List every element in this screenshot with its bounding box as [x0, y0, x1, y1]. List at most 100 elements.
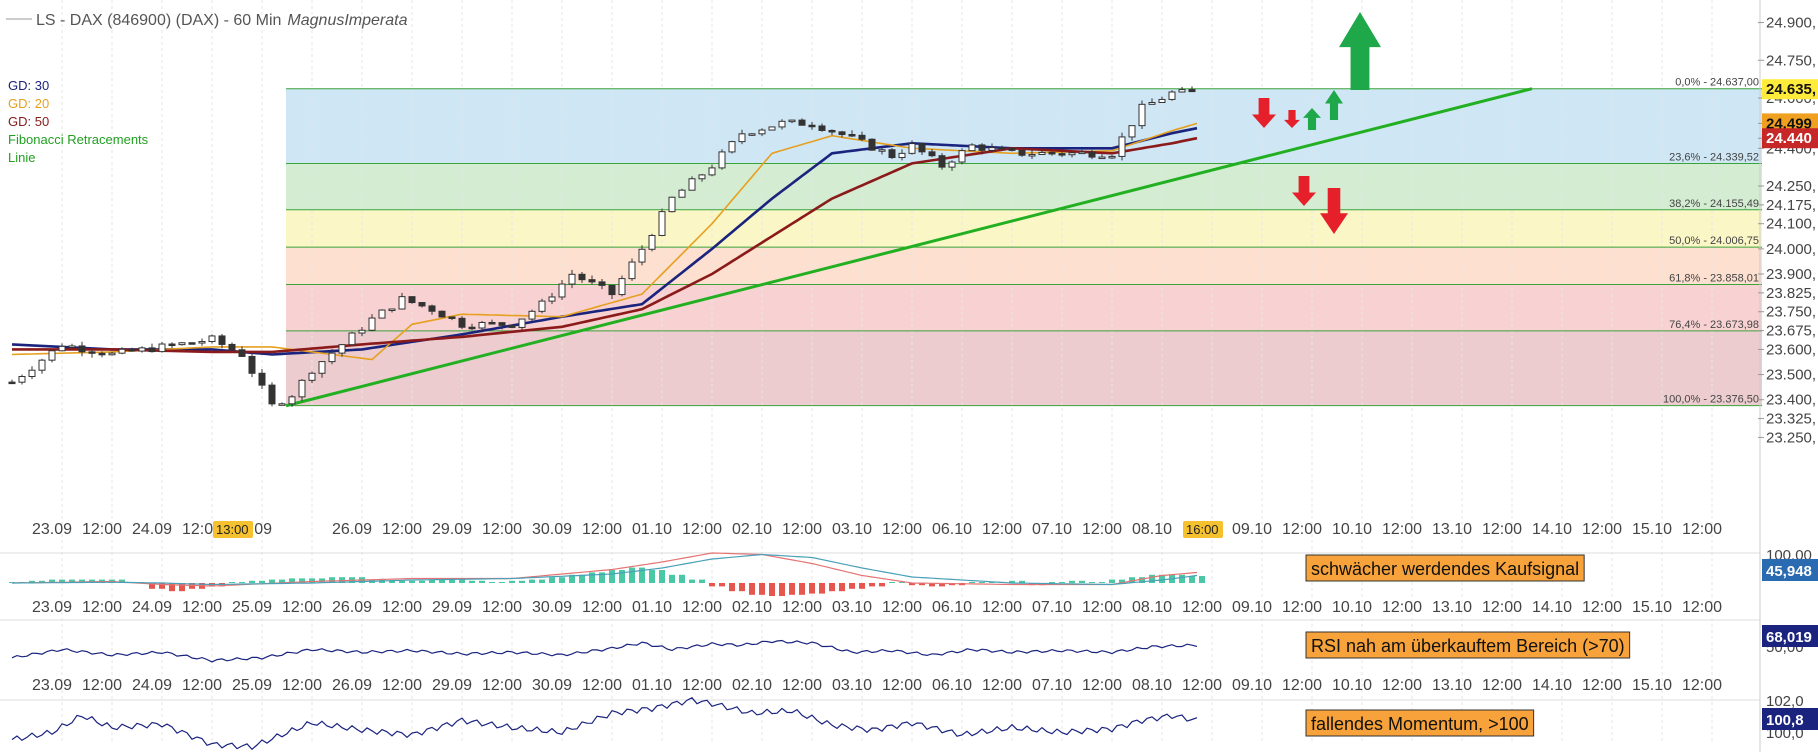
- x-tick-time: 12:00: [882, 599, 922, 616]
- candle-body: [318, 361, 326, 374]
- x-tick-time: 12:00: [82, 599, 122, 616]
- chart-title: LS - DAX (846900) (DAX) - 60 Min: [36, 12, 281, 29]
- x-tick-time: 12:00: [1582, 521, 1622, 538]
- candle-body: [128, 348, 136, 352]
- macd-bar: [449, 579, 455, 583]
- price-tag: [1762, 128, 1818, 149]
- candle-body: [1128, 125, 1136, 138]
- x-tick-time: 12:00: [1182, 677, 1222, 694]
- x-tick-date: 30.09: [532, 677, 572, 694]
- candle-body: [768, 126, 776, 131]
- time-marker-label: 13:00: [216, 522, 249, 537]
- rsi-axis: 23.09 12:00 24.09 12:00 25.09 12:00 26.09 12:00…: [32, 625, 1818, 694]
- y-tick-label: 24.250,: [1766, 178, 1816, 195]
- x-tick-time: 12:00: [182, 677, 222, 694]
- candle-body: [838, 131, 846, 136]
- macd-bar: [879, 583, 885, 587]
- y-tick-label: 23.900,: [1766, 266, 1816, 283]
- fib-label-6: 100,0% - 23.376,50: [1663, 394, 1759, 406]
- macd-bar: [329, 577, 335, 583]
- x-tick-date: 29.09: [432, 521, 472, 538]
- legend-item-4: Linie: [8, 150, 35, 165]
- annotation-note-box: [1305, 631, 1631, 659]
- candle-body: [908, 143, 916, 154]
- candle-body: [938, 155, 946, 168]
- macd-bar: [69, 579, 75, 583]
- macd-bar: [1009, 580, 1015, 583]
- candle-body: [658, 211, 666, 236]
- x-tick-time: 12:00: [182, 521, 222, 538]
- candle-body: [1018, 149, 1026, 156]
- x-tick-time: 12:00: [982, 677, 1022, 694]
- x-tick-time: 12:00: [1382, 521, 1422, 538]
- candle-body: [708, 167, 716, 176]
- candle-body: [1058, 153, 1066, 156]
- candle-body: [228, 343, 236, 351]
- x-tick-date: 07.10: [1032, 599, 1072, 616]
- candle-body: [88, 351, 96, 354]
- x-tick-date: 15.10: [1632, 677, 1672, 694]
- x-tick-time: 12:00: [982, 521, 1022, 538]
- x-tick-date: 14.10: [1532, 521, 1572, 538]
- x-tick-time: 12:00: [682, 521, 722, 538]
- candle-body: [538, 300, 546, 312]
- macd-bar: [1119, 579, 1125, 583]
- candle-body: [1108, 155, 1116, 159]
- x-tick-date: 06.10: [932, 677, 972, 694]
- candle-body: [878, 149, 886, 152]
- macd-bar: [1149, 574, 1155, 583]
- x-tick-time: 12:00: [782, 599, 822, 616]
- candle-body: [168, 343, 176, 347]
- x-tick-time: 12:00: [1282, 599, 1322, 616]
- candle-body: [498, 322, 506, 326]
- y-tick-label: 24.175,: [1766, 197, 1816, 214]
- macd-bar: [939, 583, 945, 587]
- time-marker-badge: [1183, 521, 1223, 538]
- candle-body: [698, 174, 706, 180]
- candle-body: [238, 349, 246, 357]
- x-tick-date: 08.10: [1132, 599, 1172, 616]
- x-tick-date: 14.10: [1532, 677, 1572, 694]
- y-tick-label: 23.750,: [1766, 304, 1816, 321]
- macd-bar: [1129, 577, 1135, 583]
- x-tick-time: 12:00: [1082, 599, 1122, 616]
- candle-body: [748, 133, 756, 136]
- x-tick-time: 12:00: [182, 599, 222, 616]
- candle-body: [1118, 136, 1126, 157]
- macd-bar: [519, 580, 525, 583]
- macd-bar: [569, 574, 575, 583]
- y-tick-label: 24.000,: [1766, 241, 1816, 258]
- macd-bar: [839, 583, 845, 592]
- x-tick-time: 12:00: [882, 677, 922, 694]
- macd-bar: [779, 583, 785, 596]
- candle-body: [1078, 151, 1086, 155]
- macd-bar: [699, 579, 705, 583]
- candle-body: [368, 317, 376, 331]
- macd-bar: [499, 582, 505, 583]
- fib-zone-4: [286, 284, 1762, 331]
- x-tick-time: 12:00: [1382, 599, 1422, 616]
- x-tick-date: 29.09: [432, 677, 472, 694]
- candle-body: [728, 141, 736, 153]
- x-tick-time: 12:00: [682, 677, 722, 694]
- macd-bar: [79, 579, 85, 583]
- x-tick-date: 09.10: [1232, 599, 1272, 616]
- candle-body: [28, 369, 36, 378]
- candle-body: [1168, 91, 1176, 100]
- main-x-axis: 23.0912:0024.0912:0025.0913:0026.0912:00…: [32, 521, 1722, 538]
- annotation-note-text: RSI nah am überkauftem Bereich (>70): [1311, 636, 1625, 656]
- macd-bar: [1139, 577, 1145, 583]
- y-tick-label: 23.600,: [1766, 341, 1816, 358]
- x-tick-date: 10.10: [1332, 599, 1372, 616]
- x-tick-time: 12:00: [882, 521, 922, 538]
- candle-body: [108, 352, 116, 356]
- x-tick-date: 08.10: [1132, 677, 1172, 694]
- rsi-line-path: [11, 639, 1198, 663]
- candle-body: [358, 329, 366, 334]
- macd-bar: [889, 582, 895, 583]
- x-tick-time: 12:00: [1282, 521, 1322, 538]
- macd-bar: [39, 580, 45, 583]
- candle-body: [218, 335, 226, 345]
- x-tick-date: 29.09: [432, 599, 472, 616]
- x-tick-time: 12:00: [282, 677, 322, 694]
